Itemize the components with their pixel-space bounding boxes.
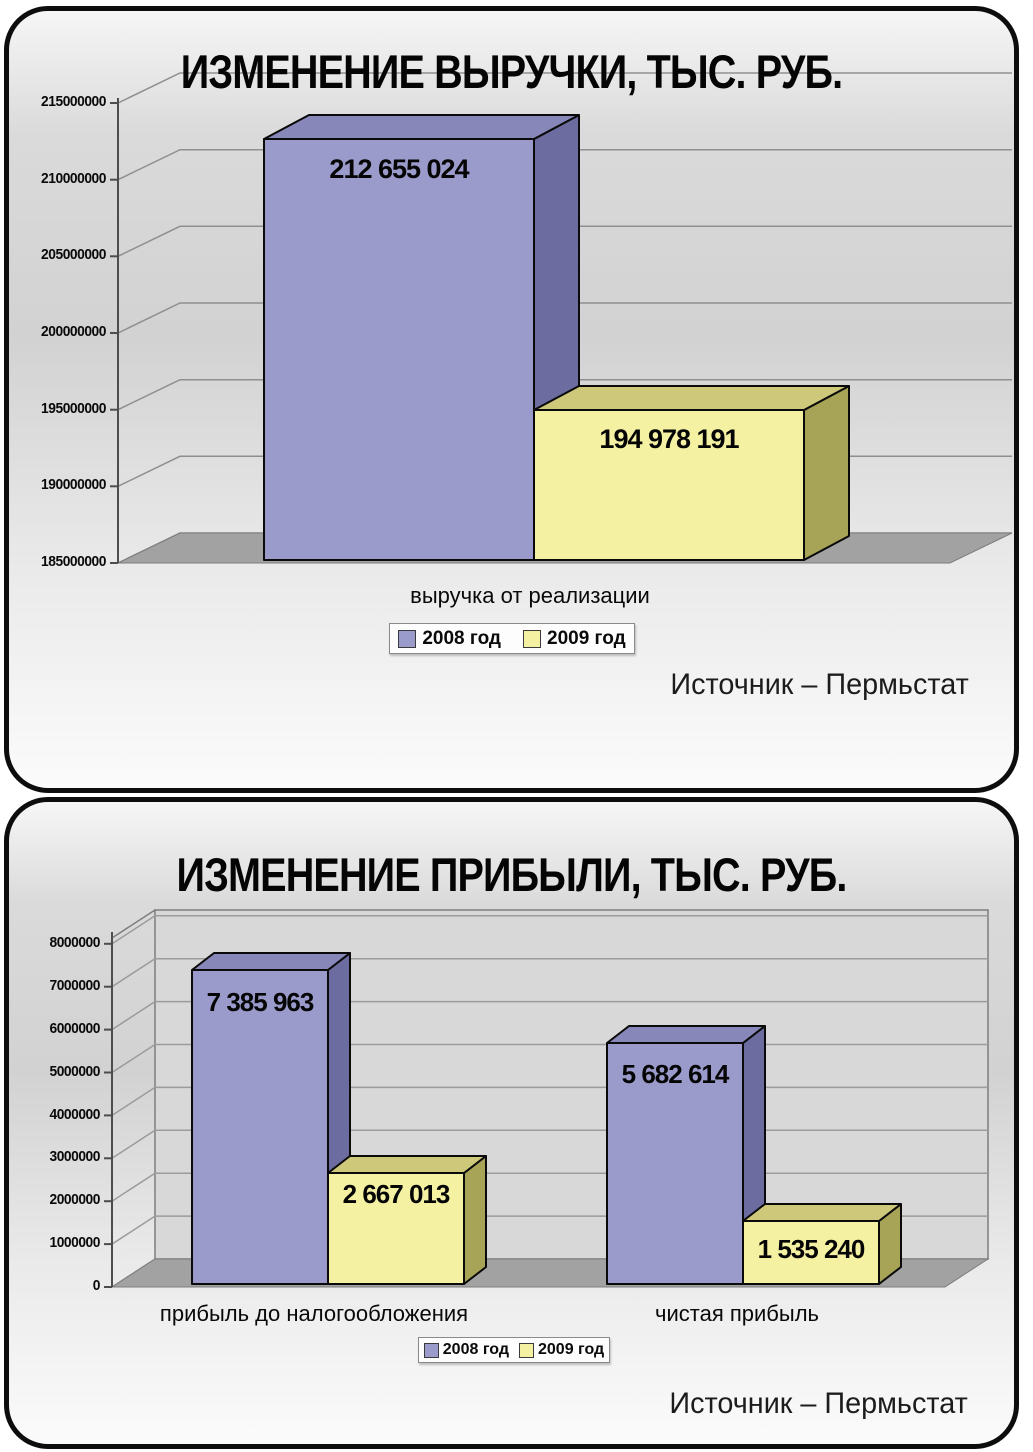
y-axis-label: 8000000 xyxy=(49,934,100,951)
gridline-6000000 xyxy=(111,1000,988,1031)
bar-2009-front-face xyxy=(742,1220,880,1285)
bar-value-label-2008: 212 655 024 xyxy=(329,154,469,184)
gridline-210000000 xyxy=(117,148,1012,181)
category-label-pretax-profit: прибыль до налогообложения xyxy=(159,1301,469,1326)
source-note: Источник – Пермьстат xyxy=(669,1387,968,1420)
bar-2008-front-face xyxy=(263,138,535,561)
profit-3d-plot xyxy=(104,909,990,1288)
legend-swatch-2008 xyxy=(398,629,417,648)
bar-value-label-2009: 194 978 191 xyxy=(599,424,739,454)
y-axis-label: 5000000 xyxy=(49,1063,100,1080)
gridline-8000000 xyxy=(111,915,988,945)
revenue-chart-layer: ИЗМЕНЕНИЕ ВЫРУЧКИ, ТЫС. РУБ. 215000000 2… xyxy=(4,6,1019,793)
bar-2008-pretax-profit xyxy=(191,952,351,1285)
legend-item-2009: 2009 год xyxy=(523,628,626,650)
y-axis-label: 190000000 xyxy=(41,476,106,493)
y-axis-label: 185000000 xyxy=(41,553,106,570)
y-axis-label: 7000000 xyxy=(49,977,100,994)
y-axis-ticks xyxy=(104,942,112,1288)
y-axis-label: 200000000 xyxy=(41,323,106,340)
bar-value-label-2008-net: 5 682 614 xyxy=(621,1059,730,1089)
chart-title: ИЗМЕНЕНИЕ ПРИБЫЛИ, ТЫС. РУБ. xyxy=(176,847,848,902)
bar-2009-front-face xyxy=(327,1172,465,1285)
revenue-chart-panel: ИЗМЕНЕНИЕ ВЫРУЧКИ, ТЫС. РУБ. 215000000 2… xyxy=(4,6,1019,793)
bar-2008-front-face xyxy=(606,1042,744,1285)
bar-2009-pretax-profit xyxy=(327,1155,487,1285)
category-label: выручка от реализации xyxy=(410,583,650,608)
legend-swatch-2009 xyxy=(519,1342,534,1358)
y-axis-ticks xyxy=(110,102,118,564)
bar-2009-top-face xyxy=(533,385,850,411)
legend-item-2008: 2008 год xyxy=(398,628,501,650)
bar-value-label-2008-pretax: 7 385 963 xyxy=(206,987,315,1017)
y-axis-label: 4000000 xyxy=(49,1106,100,1123)
chart-legend: 2008 год 2009 год xyxy=(389,623,635,654)
y-axis-label: 210000000 xyxy=(41,170,106,187)
gridline-205000000 xyxy=(117,225,1012,257)
y-axis-label: 6000000 xyxy=(49,1020,100,1037)
bar-2008-net-profit xyxy=(606,1025,766,1285)
bar-2009-top-face xyxy=(742,1203,902,1222)
bar-2009-revenue xyxy=(533,385,850,561)
y-axis-label: 0 xyxy=(92,1277,101,1294)
gridline-195000000 xyxy=(117,378,1012,411)
legend-item-2008: 2008 год xyxy=(423,1341,509,1359)
chart-title: ИЗМЕНЕНИЕ ВЫРУЧКИ, ТЫС. РУБ. xyxy=(180,44,843,99)
gridline-7000000 xyxy=(111,957,988,988)
legend-item-2009: 2009 год xyxy=(519,1341,604,1359)
legend-swatch-2009 xyxy=(523,629,541,648)
legend-label-2009: 2009 год xyxy=(547,627,626,649)
profit-chart-panel: ИЗМЕНЕНИЕ ПРИБЫЛИ, ТЫС. РУБ. 8000000 700… xyxy=(4,797,1019,1449)
chart-legend: 2008 год 2009 год xyxy=(418,1337,610,1363)
gridline-200000000 xyxy=(117,302,1012,334)
bar-2009-side-face xyxy=(463,1155,487,1285)
bar-2008-revenue xyxy=(263,114,580,561)
bar-2008-front-face xyxy=(191,969,329,1285)
bar-value-label-2009-pretax: 2 667 013 xyxy=(342,1179,451,1209)
bar-2009-net-profit xyxy=(742,1203,902,1285)
legend-label-2008: 2008 год xyxy=(422,627,501,649)
y-axis-label: 2000000 xyxy=(49,1191,100,1208)
left-wall-top-edge xyxy=(111,909,156,939)
bar-2009-front-face xyxy=(533,409,805,561)
y-axis-label: 215000000 xyxy=(41,93,106,110)
y-axis-label: 1000000 xyxy=(49,1234,100,1251)
profit-chart-layer: ИЗМЕНЕНИЕ ПРИБЫЛИ, ТЫС. РУБ. 8000000 700… xyxy=(4,797,1019,1449)
bar-2008-top-face xyxy=(606,1025,766,1044)
y-axis-label: 195000000 xyxy=(41,400,106,417)
bar-2008-top-face xyxy=(191,952,351,971)
source-note: Источник – Пермьстат xyxy=(670,668,969,701)
legend-label-2008: 2008 год xyxy=(442,1341,509,1358)
legend-swatch-2008 xyxy=(423,1342,439,1358)
category-label-net-profit: чистая прибыль xyxy=(655,1301,819,1326)
bar-2008-top-face xyxy=(263,114,580,140)
revenue-3d-plot xyxy=(110,72,1013,564)
y-axis-label: 3000000 xyxy=(49,1148,100,1165)
bar-2009-side-face xyxy=(803,385,850,561)
y-axis-label: 205000000 xyxy=(41,246,106,263)
bar-2009-top-face xyxy=(327,1155,487,1174)
legend-label-2009: 2009 год xyxy=(538,1341,605,1358)
gridline-215000000 xyxy=(117,72,1012,104)
bar-value-label-2009-net: 1 535 240 xyxy=(757,1234,866,1264)
